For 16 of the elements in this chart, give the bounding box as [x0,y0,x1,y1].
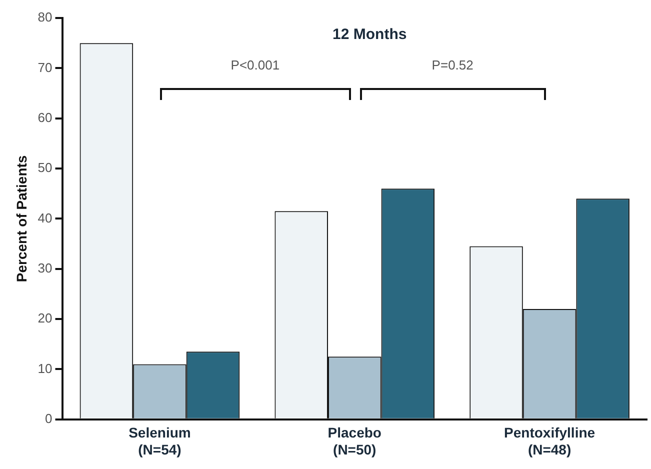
y-tick-label: 80 [38,10,52,25]
y-axis-title: Percent of Patients [13,155,30,282]
text: 12 Months [332,26,407,44]
x-tick-label: Selenium (N=54) [128,424,191,458]
y-tick-label: 20 [38,310,52,326]
y-tick-label: 10 [38,360,52,376]
y-tick-label: 60 [38,110,52,125]
y-tick-label: 50 [38,160,52,176]
y-tick-label: 30 [38,260,52,276]
y-tick-label: 40 [38,210,52,226]
x-tick-label: Placebo (N=50) [328,424,382,458]
annotation: P=0.52 [432,58,474,73]
x-tick-label: Pentoxifylline (N=48) [504,424,596,458]
annotation: P<0.001 [230,58,280,73]
y-tick-label: 0 [45,410,52,426]
y-tick-label: 70 [38,60,52,75]
